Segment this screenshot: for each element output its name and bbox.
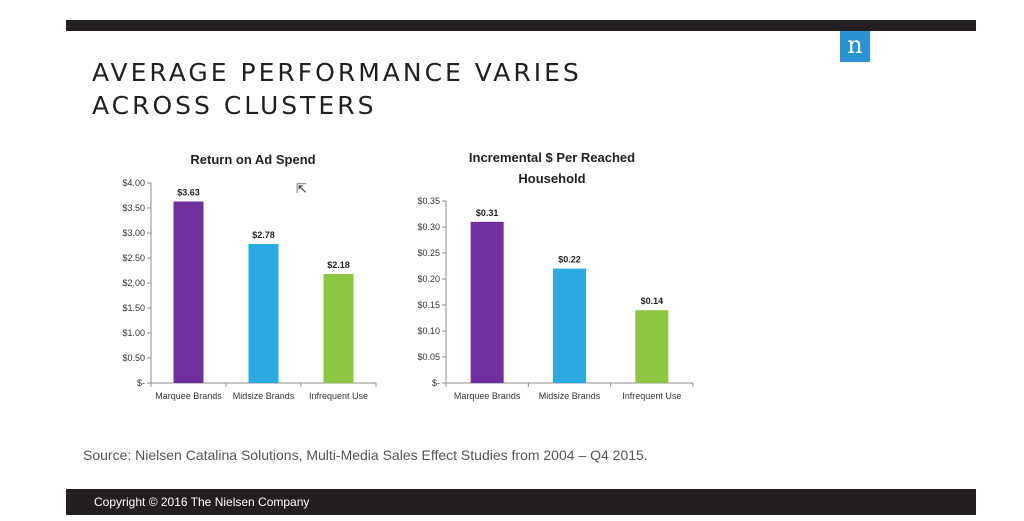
x-tick-label: Midsize Brands	[539, 391, 601, 401]
y-tick-label: $-	[432, 378, 440, 388]
page-title: AVERAGE PERFORMANCE VARIES ACROSS CLUSTE…	[92, 56, 582, 122]
chart-title: Incremental $ Per Reached	[469, 150, 635, 165]
y-tick-label: $3.00	[122, 228, 145, 238]
chart-title: Household	[518, 171, 585, 186]
data-label: $0.31	[476, 208, 499, 218]
x-tick-label: Marquee Brands	[454, 391, 521, 401]
bar-infrequent-use	[635, 310, 669, 383]
page-title-line-2: ACROSS CLUSTERS	[92, 91, 377, 120]
y-tick-label: $0.50	[122, 353, 145, 363]
bar-infrequent-use	[323, 274, 354, 383]
x-tick-label: Midsize Brands	[233, 391, 295, 401]
y-tick-label: $-	[137, 378, 145, 388]
data-label: $2.18	[327, 260, 350, 270]
data-label: $0.22	[558, 255, 581, 265]
y-tick-label: $0.35	[417, 196, 440, 206]
copyright-text: Copyright © 2016 The Nielsen Company	[94, 495, 310, 509]
y-tick-label: $3.50	[122, 203, 145, 213]
nielsen-logo: n	[840, 31, 870, 62]
y-tick-label: $4.00	[122, 178, 145, 188]
chart-title: Return on Ad Spend	[190, 152, 315, 167]
y-tick-label: $2.50	[122, 253, 145, 263]
y-tick-label: $1.00	[122, 328, 145, 338]
y-tick-label: $1.50	[122, 303, 145, 313]
y-tick-label: $0.20	[417, 274, 440, 284]
mouse-cursor-icon: ⇱	[296, 181, 307, 196]
bar-midsize-brands	[248, 244, 279, 383]
y-tick-label: $0.05	[417, 352, 440, 362]
y-tick-label: $0.25	[417, 248, 440, 258]
bar-midsize-brands	[553, 268, 586, 383]
x-tick-label: Marquee Brands	[155, 391, 222, 401]
bar-marquee-brands	[173, 201, 204, 383]
top-bar	[66, 20, 976, 31]
data-label: $0.14	[641, 296, 664, 306]
footer-bar: Copyright © 2016 The Nielsen Company	[66, 489, 976, 515]
y-tick-label: $2.00	[122, 278, 145, 288]
y-tick-label: $0.30	[417, 222, 440, 232]
y-tick-label: $0.15	[417, 300, 440, 310]
page-title-line-1: AVERAGE PERFORMANCE VARIES	[92, 58, 582, 87]
data-label: $2.78	[252, 230, 275, 240]
bar-marquee-brands	[470, 221, 504, 383]
x-tick-label: Infrequent Use	[622, 391, 681, 401]
source-note: Source: Nielsen Catalina Solutions, Mult…	[83, 447, 648, 463]
y-tick-label: $0.10	[417, 326, 440, 336]
x-tick-label: Infrequent Use	[309, 391, 368, 401]
data-label: $3.63	[177, 188, 200, 198]
